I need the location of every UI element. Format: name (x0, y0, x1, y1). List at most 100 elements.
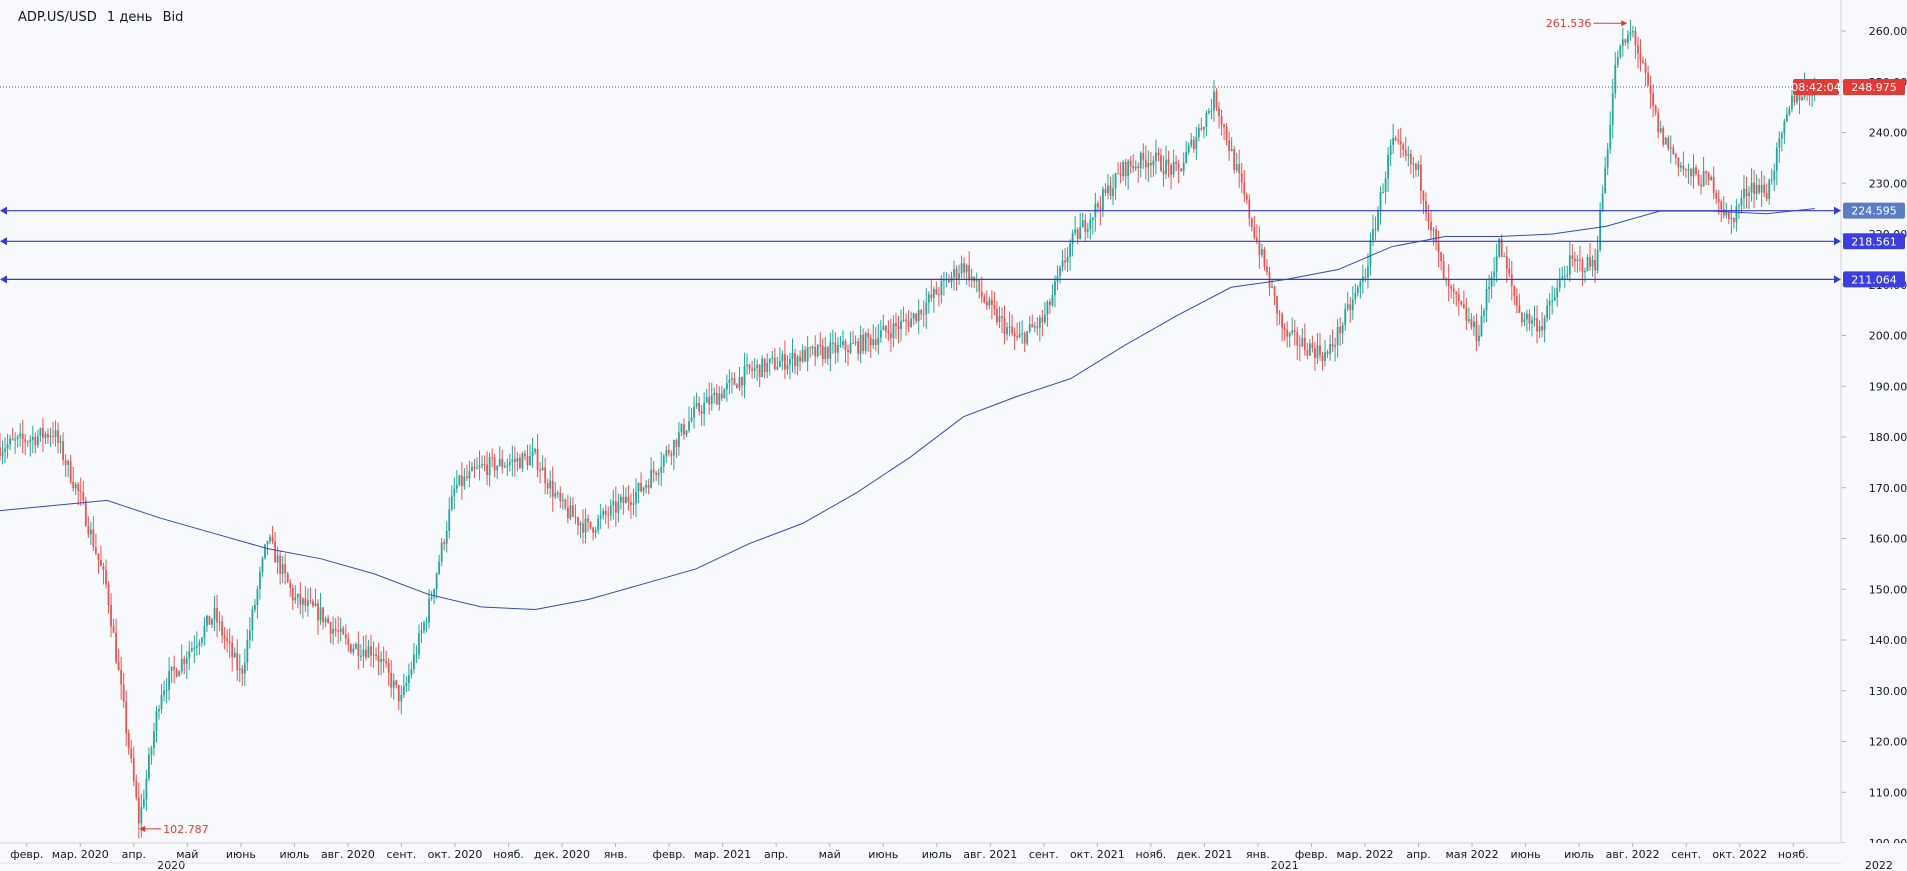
candle-body (77, 484, 80, 492)
candle-body (1475, 321, 1478, 342)
candle-body (69, 461, 72, 482)
candle-body (365, 649, 367, 658)
candle-body (1659, 128, 1662, 132)
candle-body (1341, 325, 1344, 334)
candle-body (228, 641, 231, 643)
candle-body (1735, 206, 1738, 223)
interval-label[interactable]: 1 день (106, 10, 153, 25)
y-tick-label: 110.00 (1869, 786, 1907, 799)
candle-body (31, 436, 34, 440)
candle-body (1001, 316, 1003, 319)
candle-body (304, 598, 307, 606)
x-tick-label: нояб. (1135, 848, 1166, 861)
candle-body (1359, 281, 1362, 288)
candle-body (360, 655, 362, 657)
candle-body (1778, 138, 1781, 148)
candle-body (1563, 276, 1566, 278)
candle-body (814, 347, 817, 356)
candle-body (983, 296, 986, 303)
level-price-label: 224.595 (1851, 205, 1897, 218)
candle-body (1018, 333, 1021, 338)
candle-body (622, 496, 625, 504)
y-tick-label: 260.00 (1869, 25, 1907, 38)
candle-body (1076, 229, 1079, 240)
candle-body (1594, 259, 1596, 271)
candle-body (163, 690, 165, 695)
candle-body (1435, 229, 1437, 243)
candle-body (599, 515, 602, 519)
candle-body (1700, 184, 1702, 187)
candle-body (1291, 330, 1294, 333)
price-type-label[interactable]: Bid (162, 10, 184, 25)
candle-body (1473, 321, 1475, 328)
candle-body (1483, 310, 1485, 316)
candle-body (763, 358, 766, 372)
candle-body (483, 464, 486, 466)
candle-body (1576, 259, 1579, 262)
candle-body (738, 377, 741, 389)
candle-body (766, 362, 769, 372)
candle-body (97, 553, 100, 560)
candle-body (1331, 343, 1334, 347)
candle-body (796, 356, 799, 367)
candle-body (1667, 137, 1670, 149)
candle-body (544, 467, 547, 484)
x-tick-label: февр. (1295, 848, 1328, 861)
candle-body (190, 648, 193, 652)
candle-body (791, 352, 794, 360)
candle-body (468, 471, 471, 479)
candle-body (1480, 315, 1483, 336)
candle-body (466, 476, 468, 479)
candle-body (1079, 226, 1082, 240)
candle-body (324, 618, 327, 623)
candle-body (89, 529, 92, 535)
candle-body (801, 349, 804, 362)
candle-body (857, 341, 860, 354)
x-tick-label: окт. 2020 (428, 848, 483, 861)
candle-body (602, 510, 605, 516)
candle-body (1432, 229, 1435, 231)
candle-body (1296, 331, 1299, 346)
candle-body (1157, 152, 1160, 156)
candle-body (1632, 31, 1634, 33)
candle-body (112, 626, 115, 633)
candle-body (1553, 296, 1556, 301)
candle-body (844, 341, 847, 351)
candle-body (1250, 218, 1253, 228)
candle-body (1301, 337, 1304, 346)
candle-body (1498, 238, 1501, 257)
candle-body (884, 325, 887, 332)
candle-body (799, 356, 801, 362)
candle-body (1064, 260, 1066, 263)
candle-body (67, 461, 70, 465)
candle-body (1536, 318, 1538, 332)
candle-body (1740, 198, 1743, 206)
x-tick-label: февр. (10, 848, 43, 861)
candle-body (1134, 166, 1137, 169)
candle-body (1273, 286, 1276, 296)
candle-body (965, 265, 968, 273)
candle-body (1669, 147, 1672, 149)
candle-body (1639, 53, 1642, 61)
candle-body (1016, 336, 1019, 338)
candle-body (301, 598, 304, 605)
candle-body (1149, 162, 1152, 166)
candle-body (667, 450, 670, 454)
x-tick-label: февр. (653, 848, 686, 861)
candle-body (695, 403, 698, 407)
candle-body (127, 732, 130, 749)
candle-body (1478, 335, 1480, 342)
candle-body (279, 555, 282, 574)
candle-body (887, 331, 890, 334)
candle-body (1026, 331, 1029, 344)
candle-body (1541, 326, 1543, 331)
x-tick-label: окт. 2022 (1712, 848, 1767, 861)
x-tick-label: мар. 2020 (52, 848, 109, 861)
candle-body (993, 304, 996, 309)
symbol-label[interactable]: ADP.US/USD (18, 10, 97, 25)
candle-body (1071, 232, 1074, 244)
level-price-badge (1843, 233, 1905, 250)
candle-body (1571, 255, 1574, 259)
candle-body (405, 683, 408, 687)
